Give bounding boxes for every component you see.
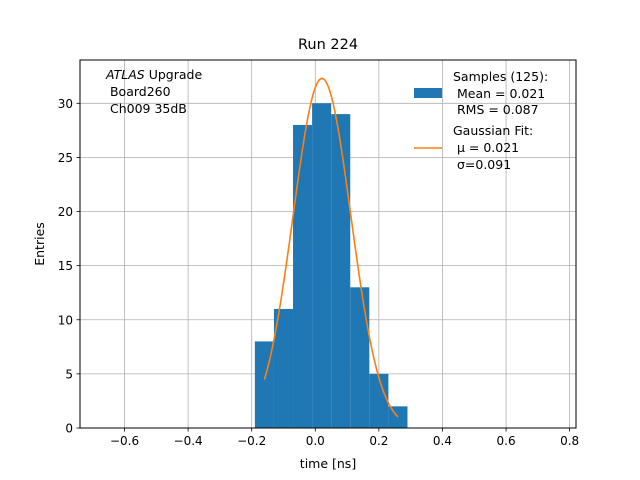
legend-swatch-samples xyxy=(414,88,442,98)
legend-fit-line-2: μ = 0.021 xyxy=(453,140,519,155)
x-tick-label: 0.2 xyxy=(369,434,388,448)
annotation-line-2: Board260 xyxy=(106,84,171,99)
y-tick-label: 10 xyxy=(58,313,73,327)
x-tick-label: 0.4 xyxy=(433,434,452,448)
histogram-bar xyxy=(369,373,389,428)
gaussian-fit-curve xyxy=(263,77,399,418)
histogram-bar xyxy=(312,103,332,428)
y-tick-label: 5 xyxy=(65,367,73,381)
legend-samples-line-2: Mean = 0.021 xyxy=(453,86,545,101)
histogram-bars xyxy=(254,103,408,429)
atlas-annotation: ATLAS Upgrade Board260 Ch009 35dB xyxy=(105,67,202,116)
histogram-bar xyxy=(350,287,370,428)
x-tick-label: −0.4 xyxy=(174,434,203,448)
x-tick-label: −0.6 xyxy=(110,434,139,448)
y-axis-ticks: 0 5 10 15 20 25 30 xyxy=(58,97,80,436)
annotation-line-1: ATLAS Upgrade xyxy=(105,67,202,82)
plot-frame xyxy=(79,59,577,429)
legend-samples-line-3: RMS = 0.087 xyxy=(453,102,539,117)
legend-fit-line-3: σ=0.091 xyxy=(453,157,511,172)
legend: Samples (125): Mean = 0.021 RMS = 0.087 … xyxy=(414,69,548,172)
x-tick-label: 0.0 xyxy=(306,434,325,448)
x-tick-label: 0.8 xyxy=(560,434,579,448)
y-tick-label: 0 xyxy=(65,422,73,436)
annotation-italic: ATLAS xyxy=(105,67,145,82)
x-axis-ticks: −0.6 −0.4 −0.2 0.0 0.2 0.4 0.6 0.8 xyxy=(110,428,579,448)
annotation-line-3: Ch009 35dB xyxy=(106,101,187,116)
legend-fit-line-1: Gaussian Fit: xyxy=(453,123,533,138)
y-axis-label: Entries xyxy=(32,222,47,266)
legend-samples-line-1: Samples (125): xyxy=(453,69,548,84)
x-tick-label: 0.6 xyxy=(497,434,516,448)
y-tick-label: 20 xyxy=(58,205,73,219)
y-tick-label: 30 xyxy=(58,97,73,111)
y-tick-label: 15 xyxy=(58,259,73,273)
y-tick-label: 25 xyxy=(58,151,73,165)
x-tick-label: −0.2 xyxy=(237,434,266,448)
x-axis-label: time [ns] xyxy=(300,456,356,471)
histogram-bar xyxy=(273,308,294,428)
histogram-bar xyxy=(331,114,351,428)
chart-title: Run 224 xyxy=(298,37,358,53)
annotation-line-1-rest: Upgrade xyxy=(145,67,203,82)
histogram-bar xyxy=(293,124,313,429)
